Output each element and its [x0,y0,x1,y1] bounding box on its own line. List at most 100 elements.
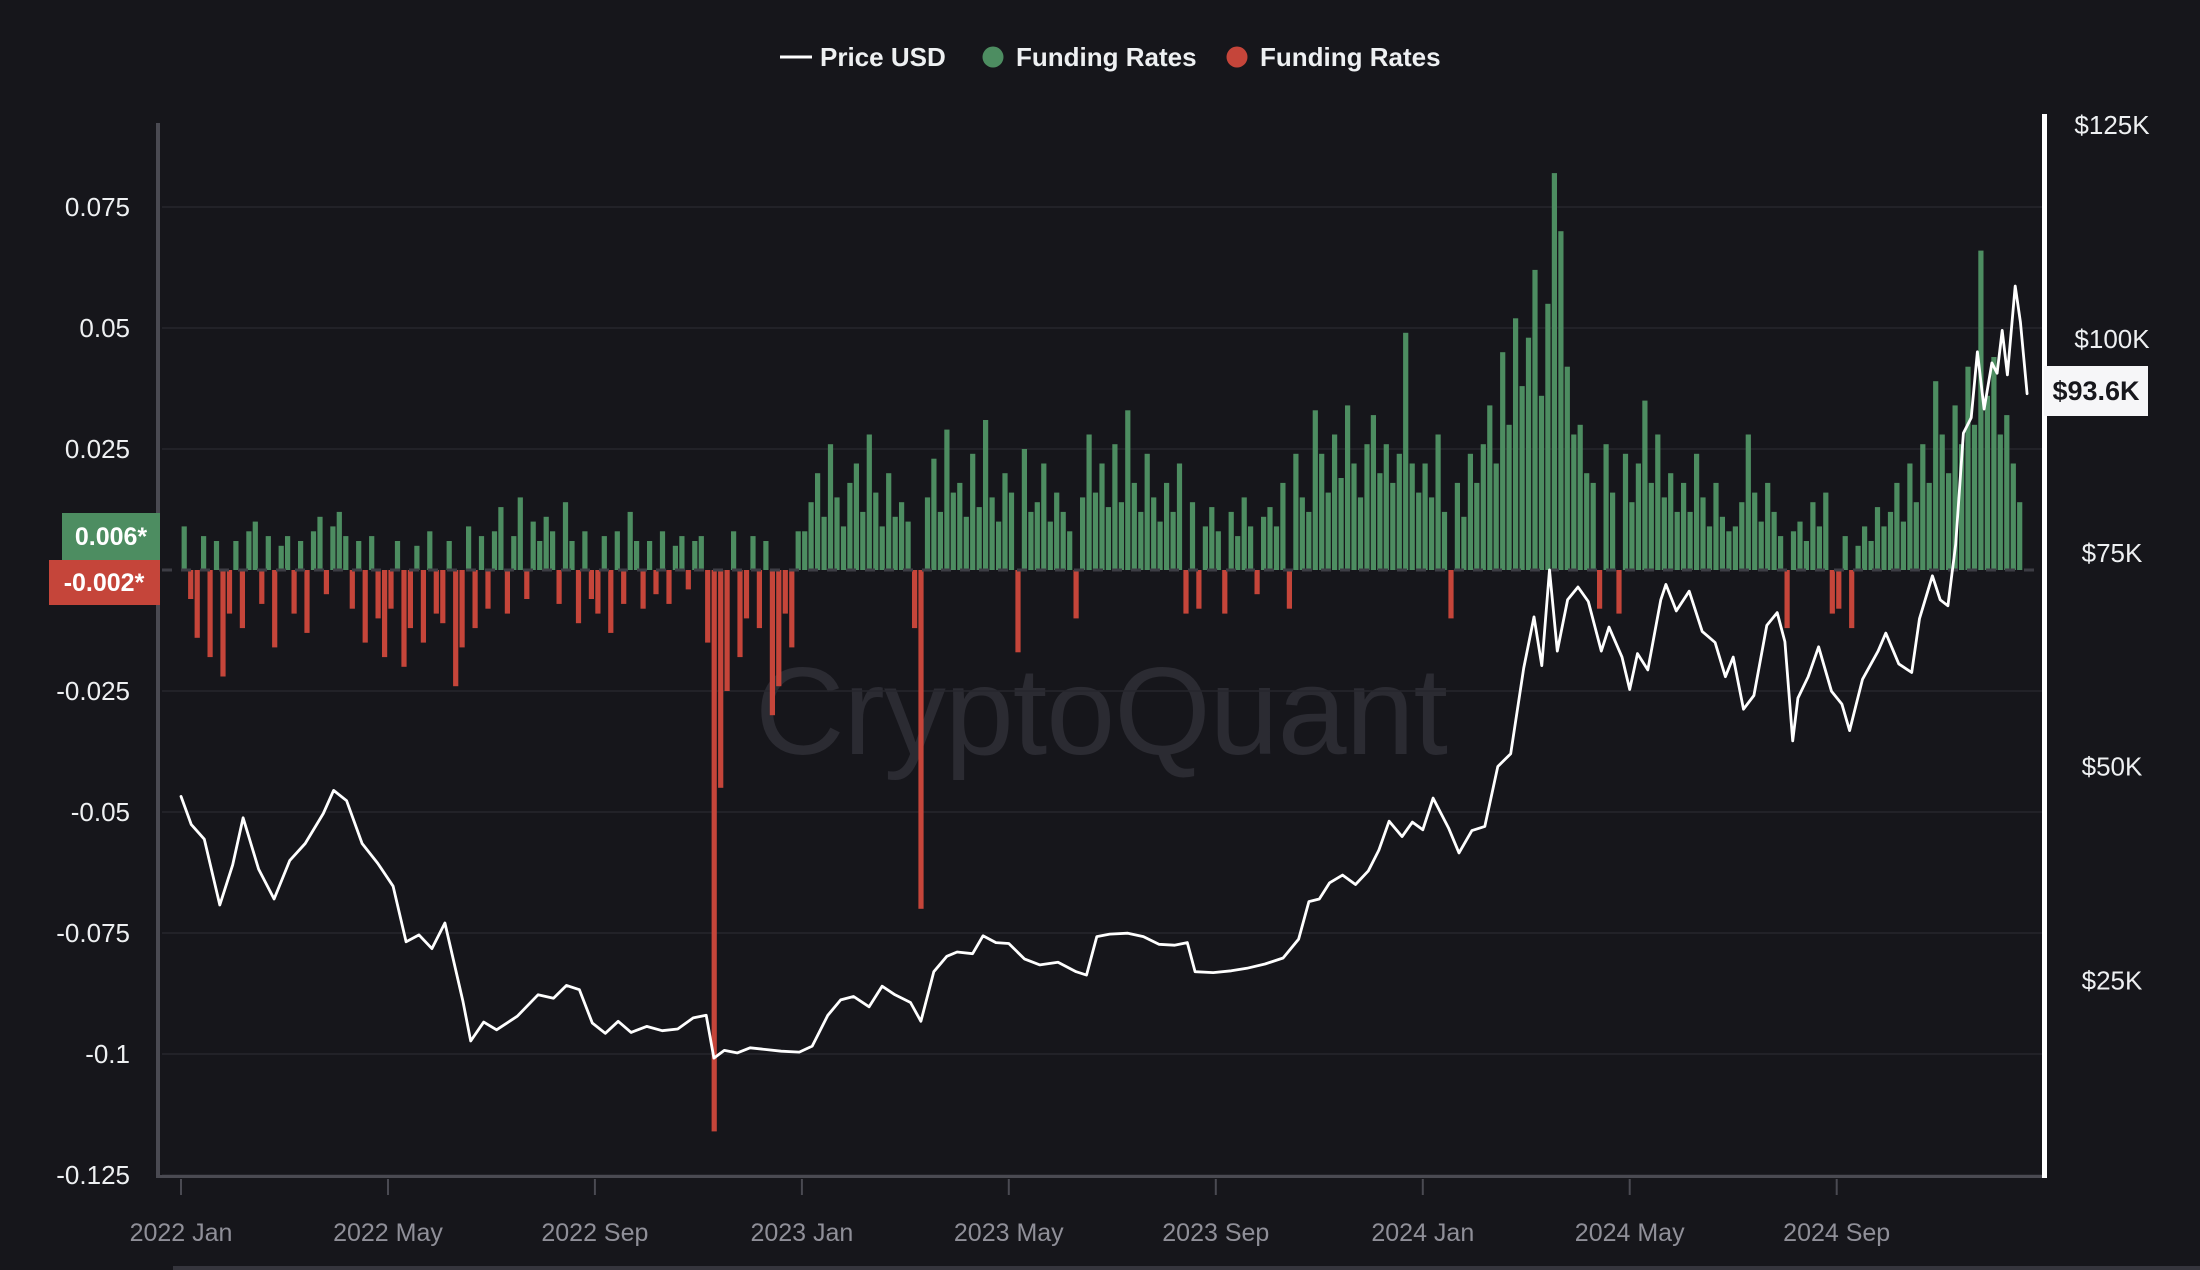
right-axis-tick-label: $25K [2082,965,2143,995]
funding-bar-positive [1823,492,1829,570]
right-axis-tick-label: $50K [2082,752,2143,782]
funding-bar-positive [659,531,666,570]
left-axis-tick-label: 0.05 [79,313,130,343]
legend-item-funding-positive[interactable]: Funding Rates [982,42,1197,72]
funding-bar-negative [194,570,200,638]
funding-bar-positive [1157,521,1163,570]
funding-bar-positive [498,507,504,570]
funding-bar-positive [1771,511,1777,570]
funding-bar-positive [569,541,575,570]
funding-bar-negative [1196,570,1202,609]
funding-bar-positive [233,541,239,570]
bottom-scrollbar[interactable] [173,1266,2200,1270]
funding-bar-positive [795,531,801,570]
funding-bar-positive [763,541,769,570]
funding-bar-positive [1422,463,1428,570]
funding-bar-negative [711,570,717,1132]
funding-bar-positive [892,516,898,570]
funding-bar-positive [1558,231,1564,570]
funding-bar-negative [362,570,368,643]
funding-bar-positive [1913,502,1919,570]
funding-bar-positive [343,536,349,570]
funding-bar-negative [420,570,426,643]
funding-bar-positive [1092,492,1099,570]
funding-bar-negative [239,570,245,629]
funding-bar-negative [382,570,388,658]
funding-bar-negative [304,570,310,633]
funding-red-badge-value: -0.002* [64,569,145,597]
funding-bar-positive [976,507,982,570]
funding-bar-negative [1597,570,1603,609]
funding-bar-positive [213,541,220,570]
left-axis-tick-label: -0.125 [56,1160,130,1190]
funding-bar-positive [298,541,304,570]
funding-bar-positive [1493,463,1499,570]
funding-bar-positive [1655,434,1661,570]
funding-bar-positive [1474,482,1480,570]
funding-bar-positive [1454,482,1460,570]
funding-bar-positive [1946,473,1952,570]
funding-bar-positive [1312,410,1318,570]
funding-bar-positive [1118,502,1124,570]
funding-bar-positive [1105,507,1111,570]
funding-bar-positive [899,502,905,570]
legend-item-price[interactable]: Price USD [780,42,946,72]
funding-bar-negative [188,570,194,599]
funding-bar-positive [1894,482,1900,570]
funding-bar-positive [1577,424,1583,570]
funding-bar-positive [1054,492,1060,570]
funding-bar-positive [1441,511,1448,570]
price-line [179,284,2029,1060]
funding-bar-positive [1086,434,1092,570]
funding-bar-negative [1015,570,1021,653]
funding-bar-positive [1694,453,1700,570]
funding-bar-positive [491,531,498,570]
funding-bar-positive [731,531,737,570]
funding-bar-positive [1887,511,1894,570]
funding-bar-negative [1183,570,1189,614]
funding-bar-positive [478,536,485,570]
funding-bar-positive [1991,357,1997,570]
funding-bar-positive [369,536,375,570]
funding-bar-positive [543,516,549,570]
funding-bar-positive [1002,473,1008,570]
funding-bar-positive [2017,502,2023,570]
funding-bar-positive [394,541,401,570]
x-axis-tick-label: 2024 May [1575,1219,1685,1247]
funding-bar-negative [401,570,407,667]
funding-bar-positive [1661,497,1667,570]
funding-bar-positive [2010,463,2016,570]
funding-bar-positive [815,473,821,570]
funding-bar-positive [1325,492,1331,570]
x-tick-marks [180,1179,1838,1195]
funding-bar-positive [924,497,931,570]
funding-bar-positive [970,453,976,570]
funding-bar-negative [1073,570,1079,619]
funding-bar-negative [375,570,381,619]
price-usd-line [179,284,2029,1060]
funding-bar-negative [1836,570,1842,609]
funding-bar-positive [1429,497,1435,570]
legend-item-funding-negative[interactable]: Funding Rates [1226,42,1441,72]
funding-bar-positive [647,541,653,570]
funding-bar-positive [1881,526,1887,570]
funding-bar-positive [1228,511,1234,570]
funding-bar-positive [1390,482,1396,570]
left-axis-tick-label: 0.075 [65,192,130,222]
funding-bar-positive [1345,405,1351,570]
funding-bar-positive [1467,453,1473,570]
funding-bar-positive [1131,482,1137,570]
funding-bar-positive [1480,444,1486,570]
left-axis-tick-label: -0.075 [56,918,130,948]
funding-bar-negative [685,570,691,590]
funding-bar-positive [847,482,853,570]
funding-bar-positive [1713,482,1719,570]
funding-bar-positive [1112,444,1118,570]
funding-bar-positive [989,497,995,570]
funding-bar-positive [1939,434,1945,570]
funding-green-badge: 0.006* [62,513,160,560]
funding-bar-positive [1610,492,1616,570]
funding-bar-positive [1862,526,1868,570]
